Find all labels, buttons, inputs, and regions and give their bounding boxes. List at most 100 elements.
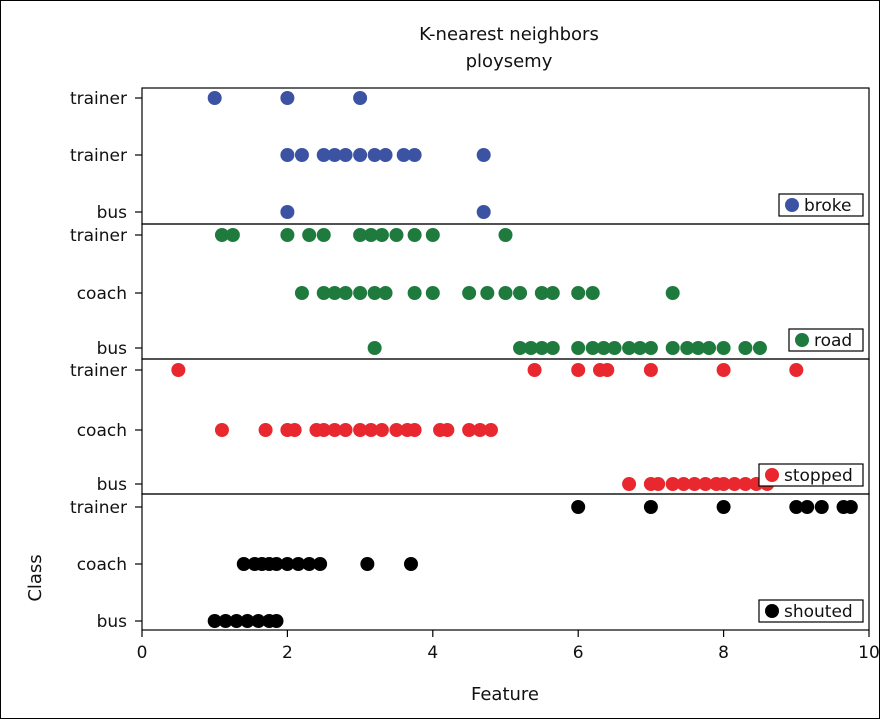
legend-label-road: road bbox=[814, 331, 852, 351]
point-stopped bbox=[440, 423, 455, 437]
point-broke bbox=[476, 205, 491, 219]
point-road bbox=[607, 341, 622, 355]
legend-label-stopped: stopped bbox=[784, 466, 853, 486]
point-road bbox=[534, 286, 549, 300]
point-stopped bbox=[287, 423, 302, 437]
legend-box-road bbox=[788, 328, 864, 352]
point-broke bbox=[353, 91, 368, 105]
point-stopped bbox=[643, 363, 658, 377]
point-stopped bbox=[214, 423, 229, 437]
point-road bbox=[571, 286, 586, 300]
point-road bbox=[716, 341, 731, 355]
point-road bbox=[462, 286, 477, 300]
point-broke bbox=[396, 148, 411, 162]
point-shouted bbox=[843, 500, 858, 514]
point-road bbox=[752, 341, 767, 355]
point-road bbox=[353, 286, 368, 300]
point-stopped bbox=[738, 477, 753, 491]
point-road bbox=[632, 341, 647, 355]
point-stopped bbox=[316, 423, 331, 437]
point-shouted bbox=[229, 614, 244, 628]
y-tick-label: bus bbox=[97, 203, 128, 223]
point-road bbox=[585, 341, 600, 355]
point-broke bbox=[280, 91, 295, 105]
point-stopped bbox=[665, 477, 680, 491]
point-stopped bbox=[716, 363, 731, 377]
point-stopped bbox=[258, 423, 273, 437]
point-shouted bbox=[571, 500, 586, 514]
point-broke bbox=[407, 148, 422, 162]
point-road bbox=[498, 228, 513, 242]
point-stopped bbox=[364, 423, 379, 437]
point-road bbox=[643, 341, 658, 355]
legend-label-broke: broke bbox=[804, 196, 852, 216]
point-road bbox=[353, 228, 368, 242]
x-tick-label: 2 bbox=[282, 643, 293, 663]
point-road bbox=[294, 286, 309, 300]
panel-frame-shouted bbox=[141, 493, 870, 631]
legend-marker-shouted bbox=[765, 604, 779, 618]
point-stopped bbox=[407, 423, 422, 437]
point-road bbox=[523, 341, 538, 355]
point-stopped bbox=[171, 363, 186, 377]
chart-title: K-nearest neighbors bbox=[419, 24, 599, 45]
point-stopped bbox=[622, 477, 637, 491]
point-stopped bbox=[473, 423, 488, 437]
point-road bbox=[534, 341, 549, 355]
point-broke bbox=[327, 148, 342, 162]
point-road bbox=[738, 341, 753, 355]
point-stopped bbox=[374, 423, 389, 437]
point-broke bbox=[367, 148, 382, 162]
y-tick-label: trainer bbox=[70, 361, 127, 381]
y-tick-label: bus bbox=[97, 475, 128, 495]
legend-box-broke bbox=[778, 193, 864, 217]
point-broke bbox=[338, 148, 353, 162]
point-road bbox=[425, 228, 440, 242]
point-shouted bbox=[251, 614, 266, 628]
y-tick-label: coach bbox=[77, 284, 127, 304]
point-road bbox=[364, 228, 379, 242]
legend-marker-road bbox=[795, 333, 809, 347]
panel-frame-broke bbox=[141, 87, 870, 225]
point-broke bbox=[207, 91, 222, 105]
point-road bbox=[545, 286, 560, 300]
point-road bbox=[280, 228, 295, 242]
point-shouted bbox=[403, 557, 418, 571]
point-shouted bbox=[269, 614, 284, 628]
point-shouted bbox=[218, 614, 233, 628]
point-broke bbox=[294, 148, 309, 162]
chart-subtitle: ploysemy bbox=[466, 51, 553, 72]
point-road bbox=[596, 341, 611, 355]
point-stopped bbox=[338, 423, 353, 437]
point-road bbox=[665, 341, 680, 355]
point-shouted bbox=[313, 557, 328, 571]
y-axis-label: Class bbox=[25, 554, 46, 601]
y-tick-label: trainer bbox=[70, 226, 127, 246]
point-shouted bbox=[643, 500, 658, 514]
legend-box-shouted bbox=[758, 599, 864, 623]
point-shouted bbox=[814, 500, 829, 514]
point-shouted bbox=[360, 557, 375, 571]
point-shouted bbox=[240, 614, 255, 628]
y-tick-label: trainer bbox=[70, 146, 127, 166]
point-shouted bbox=[302, 557, 317, 571]
point-broke bbox=[378, 148, 393, 162]
point-stopped bbox=[698, 477, 713, 491]
plot-area: trainer trainer bus broke trainer coach bus roa… bbox=[70, 87, 880, 663]
point-road bbox=[374, 228, 389, 242]
point-stopped bbox=[389, 423, 404, 437]
point-stopped bbox=[462, 423, 477, 437]
legend-box-stopped bbox=[758, 463, 864, 487]
point-road bbox=[338, 286, 353, 300]
x-tick-label: 0 bbox=[137, 643, 148, 663]
point-road bbox=[389, 228, 404, 242]
point-road bbox=[425, 286, 440, 300]
point-stopped bbox=[716, 477, 731, 491]
y-tick-label: trainer bbox=[70, 89, 127, 109]
point-stopped bbox=[483, 423, 498, 437]
y-tick-label: trainer bbox=[70, 498, 127, 518]
legend-marker-stopped bbox=[765, 468, 779, 482]
point-broke bbox=[476, 148, 491, 162]
point-shouted bbox=[207, 614, 222, 628]
